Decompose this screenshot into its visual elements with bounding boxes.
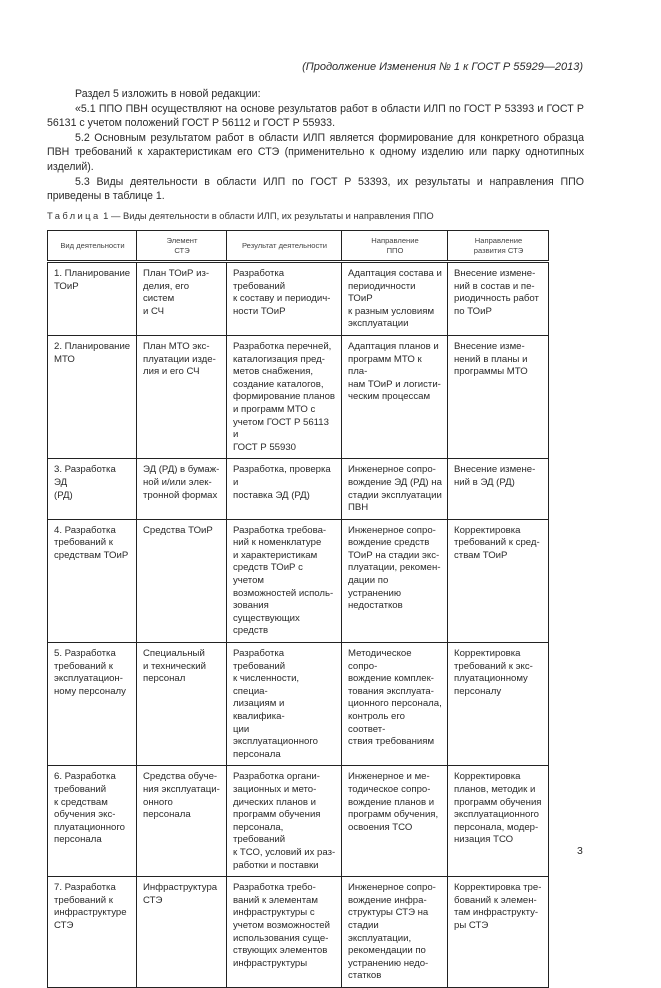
paragraph: 5.2 Основным результатом работ в области… xyxy=(47,131,584,173)
table-cell: Корректировка требований к экс- плуатаци… xyxy=(447,642,549,767)
table-cell: Инженерное и ме- тодическое сопро- вожде… xyxy=(341,765,448,878)
table-row: 1. Планирование ТОиР План ТОиР из- делия,… xyxy=(47,261,549,336)
table-cell: 3. Разработка ЭД (РД) xyxy=(47,458,137,520)
table-row: 3. Разработка ЭД (РД) ЭД (РД) в бумаж- но… xyxy=(47,458,549,520)
table-cell: Разработка требований к численности, спе… xyxy=(226,642,342,767)
table-body: 1. Планирование ТОиР План ТОиР из- делия,… xyxy=(47,261,549,988)
column-header: Результат деятельности xyxy=(226,230,342,262)
table-cell: Специальный и технический персонал xyxy=(136,642,227,767)
table-cell: Разработка перечней, каталогизация пред-… xyxy=(226,334,342,460)
column-header: Элемент СТЭ xyxy=(136,230,227,262)
table-cell: 5. Разработка требований к эксплуатацион… xyxy=(47,642,137,767)
table-row: 7. Разработка требований к инфраструктур… xyxy=(47,876,549,988)
table-cell: 4. Разработка требований к средствам ТОи… xyxy=(47,518,137,644)
table-cell: Внесение изме- нений в планы и программы… xyxy=(447,334,549,460)
table-cell: Адаптация состава и периодичности ТОиР к… xyxy=(341,261,448,336)
table-cell: 6. Разработка требований к средствам обу… xyxy=(47,765,137,878)
table-cell: Инженерное сопро- вождение инфра- структ… xyxy=(341,876,448,988)
paragraph: 5.3 Виды деятельности в области ИЛП по Г… xyxy=(47,175,584,203)
paragraph: «5.1 ППО ПВН осуществляют на основе резу… xyxy=(47,102,584,130)
table-cell: План МТО экс- плуатации изде- лия и его … xyxy=(136,334,227,460)
table-row: 2. Планирование МТО План МТО экс- плуатац… xyxy=(47,334,549,460)
table-cell: Разработка требова- ний к номенклатуре и… xyxy=(226,518,342,644)
table-cell: ЭД (РД) в бумаж- ной и/или элек- тронной… xyxy=(136,458,227,520)
table-cell: Инженерное сопро- вождение средств ТОиР … xyxy=(341,518,448,644)
body-text: Раздел 5 изложить в новой редакции: «5.1… xyxy=(47,87,584,204)
paragraph: Раздел 5 изложить в новой редакции: xyxy=(75,88,261,100)
table-cell: Средства обуче- ния эксплуатаци- онного … xyxy=(136,765,227,878)
table-cell: Внесение измене- ний в ЭД (РД) xyxy=(447,458,549,520)
table-row: 6. Разработка требований к средствам обу… xyxy=(47,765,549,878)
table-cell: Корректировка планов, методик и программ… xyxy=(447,765,549,878)
table-cell: Методическое сопро- вождение комплек- то… xyxy=(341,642,448,767)
page-number: 3 xyxy=(577,845,583,857)
column-header: Направление развития СТЭ xyxy=(447,230,549,262)
table-row: 4. Разработка требований к средствам ТОи… xyxy=(47,518,549,644)
table-caption-text: 1 — Виды деятельности в области ИЛП, их … xyxy=(100,210,434,221)
table-cell: Инфраструктура СТЭ xyxy=(136,876,227,988)
running-header: (Продолжение Изменения № 1 к ГОСТ Р 5592… xyxy=(302,61,583,73)
table-header-row: Вид деятельности Элемент СТЭ Результат дея… xyxy=(47,230,549,262)
table-caption: Таблица 1 — Виды деятельности в области … xyxy=(47,210,434,221)
table-cell: Корректировка требований к сред- ствам Т… xyxy=(447,518,549,644)
table-cell: Разработка органи- зационных и мето- дич… xyxy=(226,765,342,878)
activities-table: Вид деятельности Элемент СТЭ Результат дея… xyxy=(47,230,549,988)
table-cell: 7. Разработка требований к инфраструктур… xyxy=(47,876,137,988)
table-cell: Разработка требований к составу и период… xyxy=(226,261,342,336)
table-cell: Средства ТОиР xyxy=(136,518,227,644)
column-header: Вид деятельности xyxy=(47,230,137,262)
table-cell: Корректировка тре- бований к элемен- там… xyxy=(447,876,549,988)
table-cell: 2. Планирование МТО xyxy=(47,334,137,460)
table-row: 5. Разработка требований к эксплуатацион… xyxy=(47,642,549,767)
table-cell: Инженерное сопро- вождение ЭД (РД) на ст… xyxy=(341,458,448,520)
column-header: Направление ППО xyxy=(341,230,448,262)
table-cell: 1. Планирование ТОиР xyxy=(47,261,137,336)
table-cell: План ТОиР из- делия, его систем и СЧ xyxy=(136,261,227,336)
table-cell: Адаптация планов и программ МТО к пла- н… xyxy=(341,334,448,460)
table-cell: Внесение измене- ний в состав и пе- риод… xyxy=(447,261,549,336)
table-cell: Разработка, проверка и поставка ЭД (РД) xyxy=(226,458,342,520)
table-caption-label: Таблица xyxy=(47,210,101,221)
table-cell: Разработка требо- ваний к элементам инфр… xyxy=(226,876,342,988)
